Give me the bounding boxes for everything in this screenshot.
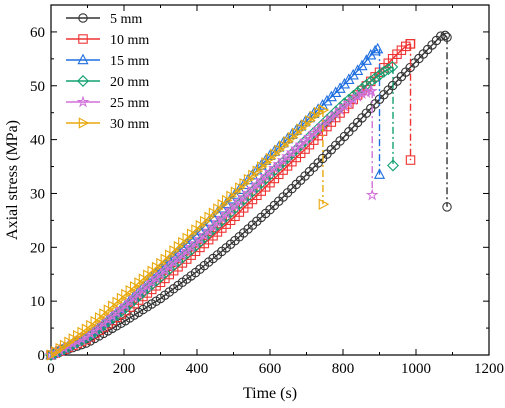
legend-label-30-mm: 30 mm xyxy=(110,117,149,132)
y-tick-label: 50 xyxy=(30,79,45,95)
drop-end-point-20-mm xyxy=(387,159,399,172)
series-line-5-mm xyxy=(50,32,448,356)
legend-marker-20-mm xyxy=(77,75,89,87)
legend-marker-25-mm xyxy=(76,95,90,108)
legend-marker-15-mm xyxy=(77,53,89,65)
y-tick-label: 30 xyxy=(30,186,45,202)
data-point-25-mm xyxy=(351,89,364,102)
data-point-15-mm xyxy=(369,44,381,56)
data-point-5-mm xyxy=(436,31,446,41)
y-tick-label: 10 xyxy=(30,294,45,310)
drop-end-point-10-mm xyxy=(405,155,416,165)
x-tick-label: 800 xyxy=(332,361,355,377)
y-tick-label: 60 xyxy=(30,25,45,41)
data-point-25-mm xyxy=(360,85,373,98)
data-point-15-mm xyxy=(356,59,368,71)
x-tick-label: 200 xyxy=(113,361,136,377)
series-line-25-mm xyxy=(50,90,372,356)
x-axis-title: Time (s) xyxy=(243,385,297,402)
data-point-20-mm xyxy=(382,63,395,76)
y-tick-label: 20 xyxy=(30,240,45,256)
data-point-15-mm xyxy=(372,42,384,54)
data-point-25-mm xyxy=(342,96,356,109)
legend-label-25-mm: 25 mm xyxy=(110,96,149,111)
legend-marker-5-mm xyxy=(78,13,88,23)
x-tick-label: 0 xyxy=(47,361,55,377)
legend-label-20-mm: 20 mm xyxy=(110,75,149,90)
data-point-25-mm xyxy=(338,99,351,112)
legend-label-15-mm: 15 mm xyxy=(110,54,149,69)
legend-marker-30-mm xyxy=(78,117,90,129)
data-point-30-mm xyxy=(318,104,330,116)
y-tick-label: 0 xyxy=(38,348,46,364)
data-point-20-mm xyxy=(377,65,390,78)
legend-label-5-mm: 5 mm xyxy=(110,12,142,27)
x-tick-label: 1000 xyxy=(401,361,431,377)
data-point-20-mm xyxy=(369,72,382,85)
data-point-20-mm xyxy=(373,69,386,81)
data-point-15-mm xyxy=(360,54,372,65)
legend-label-10-mm: 10 mm xyxy=(110,33,149,48)
drop-end-point-15-mm xyxy=(373,168,386,179)
x-tick-label: 400 xyxy=(186,361,209,377)
drop-end-point-5-mm xyxy=(442,202,452,212)
drop-end-point-25-mm xyxy=(365,188,379,201)
x-tick-label: 1200 xyxy=(474,361,504,377)
data-point-25-mm xyxy=(346,93,360,106)
drop-end-point-30-mm xyxy=(318,198,330,210)
x-tick-label: 600 xyxy=(259,361,282,377)
legend-marker-10-mm xyxy=(78,34,88,44)
data-point-25-mm xyxy=(365,84,378,97)
data-point-5-mm xyxy=(440,30,450,41)
data-point-25-mm xyxy=(355,87,369,100)
data-point-20-mm xyxy=(386,60,399,73)
y-tick-label: 40 xyxy=(30,133,45,149)
y-axis-title: Axial stress (MPa) xyxy=(4,120,21,240)
